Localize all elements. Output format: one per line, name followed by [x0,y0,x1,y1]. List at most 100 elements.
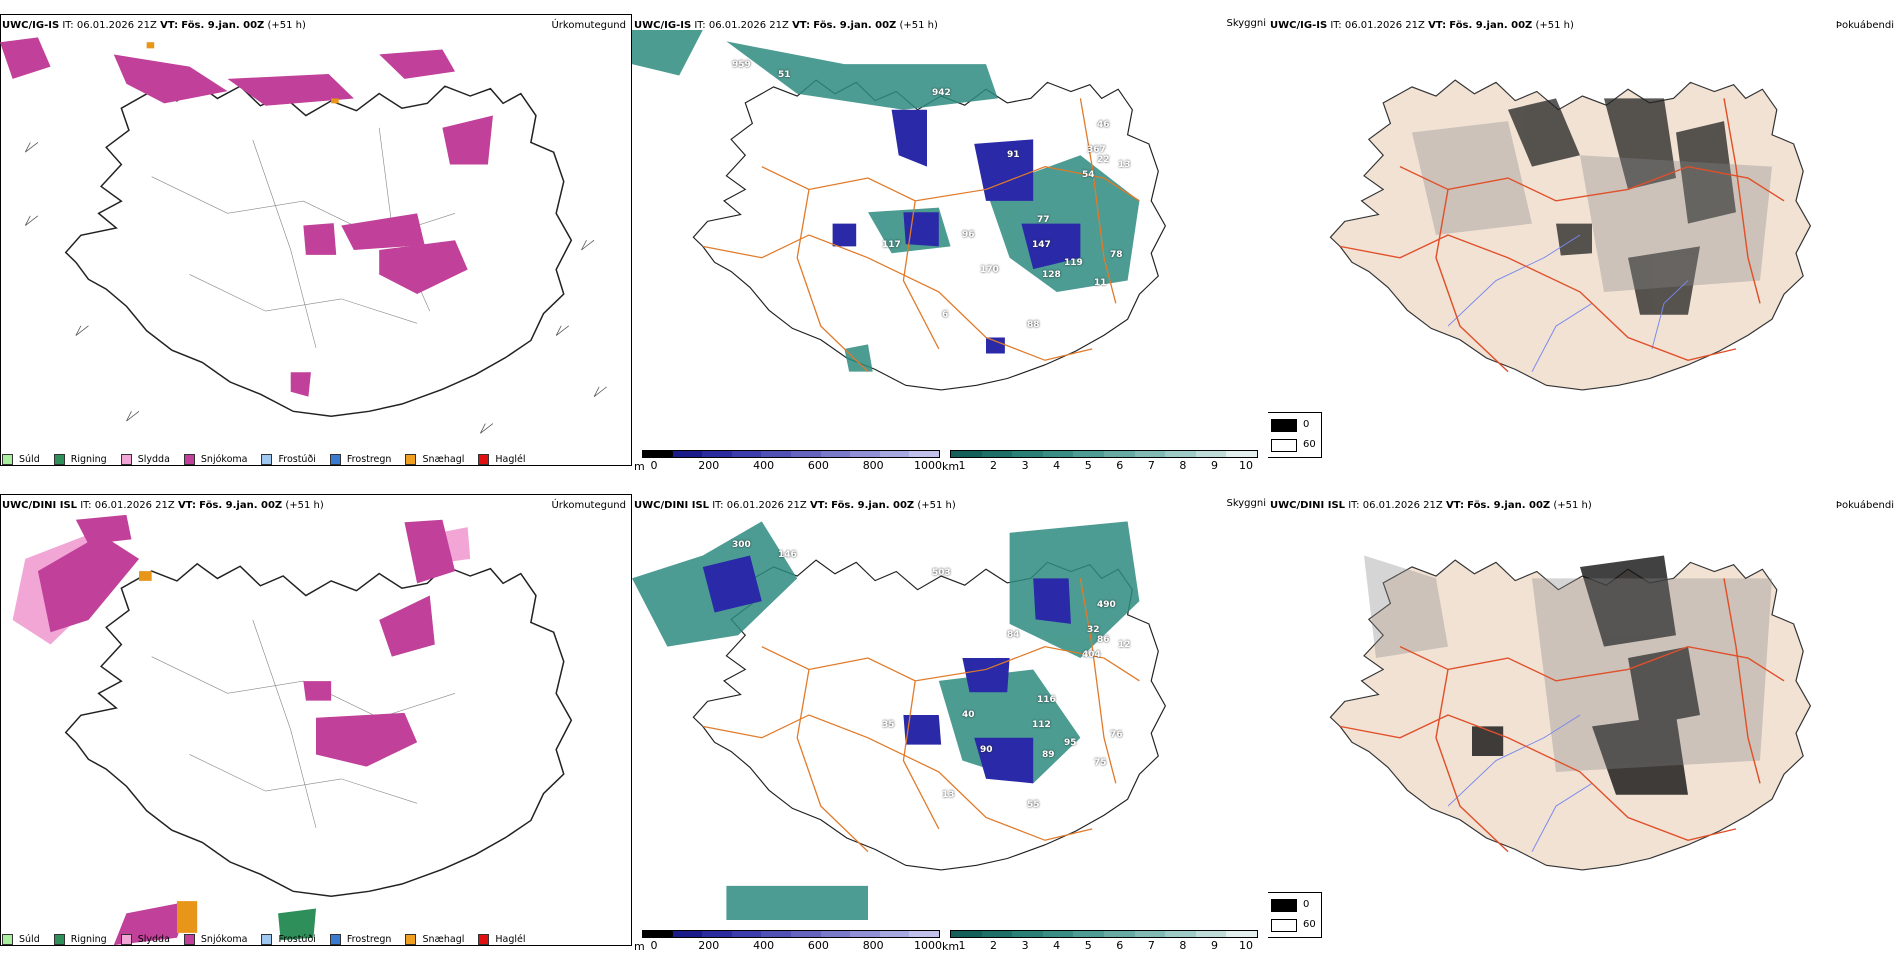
ceiling-value-label: 75 [1094,758,1107,768]
ceiling-value-label: 117 [882,240,901,250]
colorbar-tick-label: 5 [1084,459,1092,472]
colorbar-strip [950,930,1258,938]
colorbar-tick-label: 400 [753,939,775,952]
legend-swatch [2,933,13,945]
snow-areas [0,37,493,397]
colorbar-tick-label: 6 [1116,939,1124,952]
ceiling-value-label: 77 [1037,215,1050,225]
ceiling-value-label: 13 [1118,160,1131,170]
valid-time: Fös. 9.jan. 00Z [1467,500,1551,511]
colorbar-step [643,931,673,937]
precip-map [0,37,607,434]
colorbar-step [820,451,851,457]
colorbar-ticks: 0 200 400 600 800 1000 [642,938,943,952]
legend-label: Slydda [137,933,170,945]
it-label: IT: [694,20,706,31]
visibility-label: Skyggni [1226,498,1266,509]
ceiling-value-label: 128 [1042,270,1061,280]
it-label: IT: [80,500,92,511]
visibility-map [632,521,1166,920]
legend-label: Rigning [70,453,107,465]
colorbar-tick-label: 0 [650,939,658,952]
panel-frame [0,494,632,946]
model-name: UWC/DINI ISL [1270,500,1346,511]
model-name: UWC/DINI ISL [2,500,78,511]
colorbar-step [790,451,821,457]
legend-item: Rigning [53,453,107,465]
ceiling-value-label: 11 [1094,278,1107,288]
init-time: 06.01.2026 21Z [1344,20,1425,31]
colorbar-strip [642,450,940,458]
model-name: UWC/IG-IS [634,20,692,31]
colorbar-tick-label: 400 [753,459,775,472]
colorbar-tick-label: 800 [862,459,884,472]
legend-swatch [120,933,132,945]
legend-label: Haglél [495,453,526,465]
lead-time: (+51 h) [899,20,938,31]
colorbar-step [702,931,732,937]
colorbar-step [1165,931,1196,937]
ceiling-value-label: 89 [1042,750,1055,760]
ceiling-value-label: 54 [1082,170,1095,180]
fog-indicator-panel: 0 60 [1268,10,1900,480]
legend-item: Snjókoma [183,933,247,945]
fog-legend: 0 60 [1268,412,1322,458]
ceiling-value-label: 40 [962,710,975,720]
legend-item: Rigning [53,933,107,945]
valid-time: Fös. 9.jan. 00Z [813,20,897,31]
colorbar-ticks: 0 200 400 600 800 1000 [642,458,943,472]
legend-swatch [261,933,273,945]
panel-header: UWC/DINI ISL IT: 06.01.2026 21Z VT: Fös.… [1270,500,1592,511]
legend-label: Frostúði [278,453,316,465]
colorbar-tick-label: 8 [1179,459,1187,472]
hail-areas [139,571,198,933]
ceiling-colorbar: m 0 200 400 600 800 1000 [634,930,943,958]
ceiling-value-label: 96 [962,230,975,240]
ceiling-value-label: 490 [1097,600,1116,610]
vt-label: VT: [1445,500,1464,511]
model-name: UWC/DINI ISL [634,500,710,511]
ceiling-value-label: 147 [1032,240,1051,250]
colorbar-ticks: 1 2 3 4 5 6 7 8 9 10 [950,458,1258,472]
colorbar-step [1073,451,1104,457]
colorbar-step [1012,451,1043,457]
ceiling-value-label: 146 [778,550,797,560]
vt-label: VT: [1428,20,1447,31]
vt-label: VT: [177,500,196,511]
hail-areas [146,42,339,104]
precip-type-legend: Súld Rigning Slydda Snjókoma Frostúði Frostre… [2,448,540,470]
it-label: IT: [62,20,74,31]
fog-legend-dark-label: 0 [1303,419,1310,430]
colorbar-step [1042,451,1074,457]
ceiling-value-label: 76 [1110,730,1123,740]
ceiling-value-label: 86 [1097,635,1110,645]
panel-header: UWC/DINI ISL IT: 06.01.2026 21Z VT: Fös.… [2,500,324,511]
colorbar-step [702,451,732,457]
colorbar-tick-label: 200 [698,459,720,472]
panel-frame [0,14,632,466]
ceiling-value-label: 35 [882,720,895,730]
colorbar-step [643,451,673,457]
ceiling-value-label: 55 [1027,800,1040,810]
colorbar-step [981,931,1013,937]
ceiling-value-label: 32 [1087,625,1100,635]
legend-swatch [405,453,417,465]
low-ceiling-areas [832,109,1081,354]
legend-label: Frostregn [346,453,392,465]
model-name: UWC/IG-IS [2,20,60,31]
lead-time: (+51 h) [1553,500,1592,511]
ceiling-value-label: 404 [1082,650,1101,660]
colorbar-step [909,451,939,457]
low-ceiling-areas [702,555,1071,784]
init-time: 06.01.2026 21Z [76,20,157,31]
ceiling-value-label: 367 [1087,145,1106,155]
colorbar-step [951,451,982,457]
fog-legend-light [1271,439,1297,452]
init-time: 06.01.2026 21Z [708,20,789,31]
legend-swatch [183,453,195,465]
fog-indicator-label: Þokuábendi [1835,20,1894,31]
legend-item: Haglél [478,933,526,945]
ceiling-value-label: 12 [1118,640,1131,650]
colorbar-ticks: 1 2 3 4 5 6 7 8 9 10 [950,938,1258,952]
legend-label: Haglél [495,933,526,945]
